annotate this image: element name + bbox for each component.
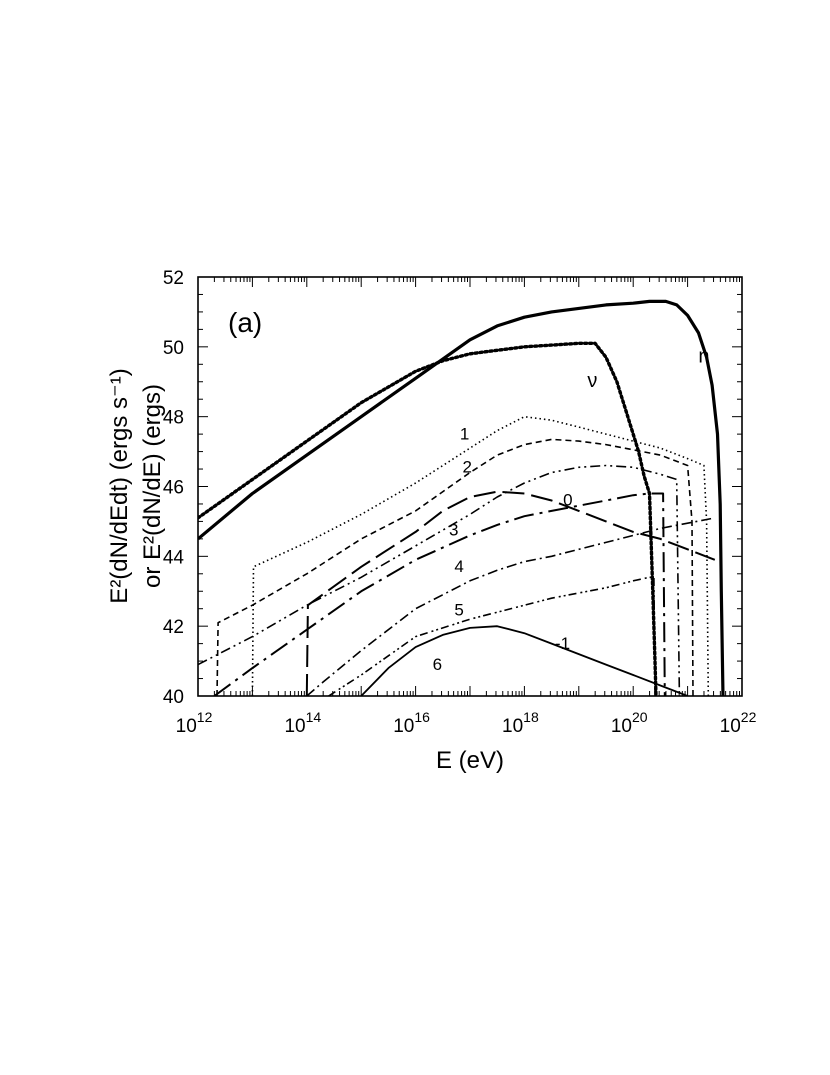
axis-ticks <box>197 276 742 697</box>
y-tick-label: 50 <box>163 338 184 359</box>
series-line-2 <box>216 438 694 696</box>
series-line-ν <box>198 341 658 696</box>
y-axis-label-line2: or E²(dN/dE) (ergs) <box>139 384 166 588</box>
y-tick-label: 52 <box>163 268 184 289</box>
y-tick-label: 42 <box>163 617 184 638</box>
x-tick-label: 1022 <box>720 709 757 737</box>
y-tick-label: 40 <box>163 687 184 708</box>
series-line-6 <box>328 576 656 696</box>
series-line-n <box>198 299 725 696</box>
x-axis-label: E (eV) <box>436 747 504 774</box>
curve-label: 3 <box>449 520 458 539</box>
y-tick-label: 44 <box>163 547 185 568</box>
x-tick-label: 1014 <box>284 709 321 737</box>
x-tick-label: 1016 <box>393 709 430 737</box>
curve-label: 0 <box>563 491 572 510</box>
series-line-4 <box>213 492 666 696</box>
series-line-3 <box>198 464 681 696</box>
series-line--1 <box>360 625 688 696</box>
curve-label: 4 <box>454 557 463 576</box>
x-tick-label: 1012 <box>176 709 213 737</box>
x-tick-label: 1018 <box>502 709 539 737</box>
series-layer <box>198 299 725 696</box>
x-tick-label: 1020 <box>611 709 648 737</box>
curve-label: 5 <box>454 601 463 620</box>
curve-label: n <box>698 346 709 368</box>
curve-labels: n ν 1 2 0 3 4 5 6 -1 <box>433 346 710 674</box>
panel-label: (a) <box>228 307 262 338</box>
y-axis-label-line1: E²(dN/dEdt) (ergs s⁻¹) <box>106 368 133 603</box>
curve-label: 1 <box>460 424 469 443</box>
curve-label: -1 <box>555 634 570 653</box>
series-line-0 <box>305 490 716 696</box>
y-tick-label: 48 <box>163 408 184 429</box>
y-tick-label: 46 <box>163 478 184 499</box>
curve-label: 6 <box>433 655 442 674</box>
curve-label: 2 <box>463 458 472 477</box>
curve-label: ν <box>587 370 597 392</box>
series-line-5 <box>306 517 715 696</box>
